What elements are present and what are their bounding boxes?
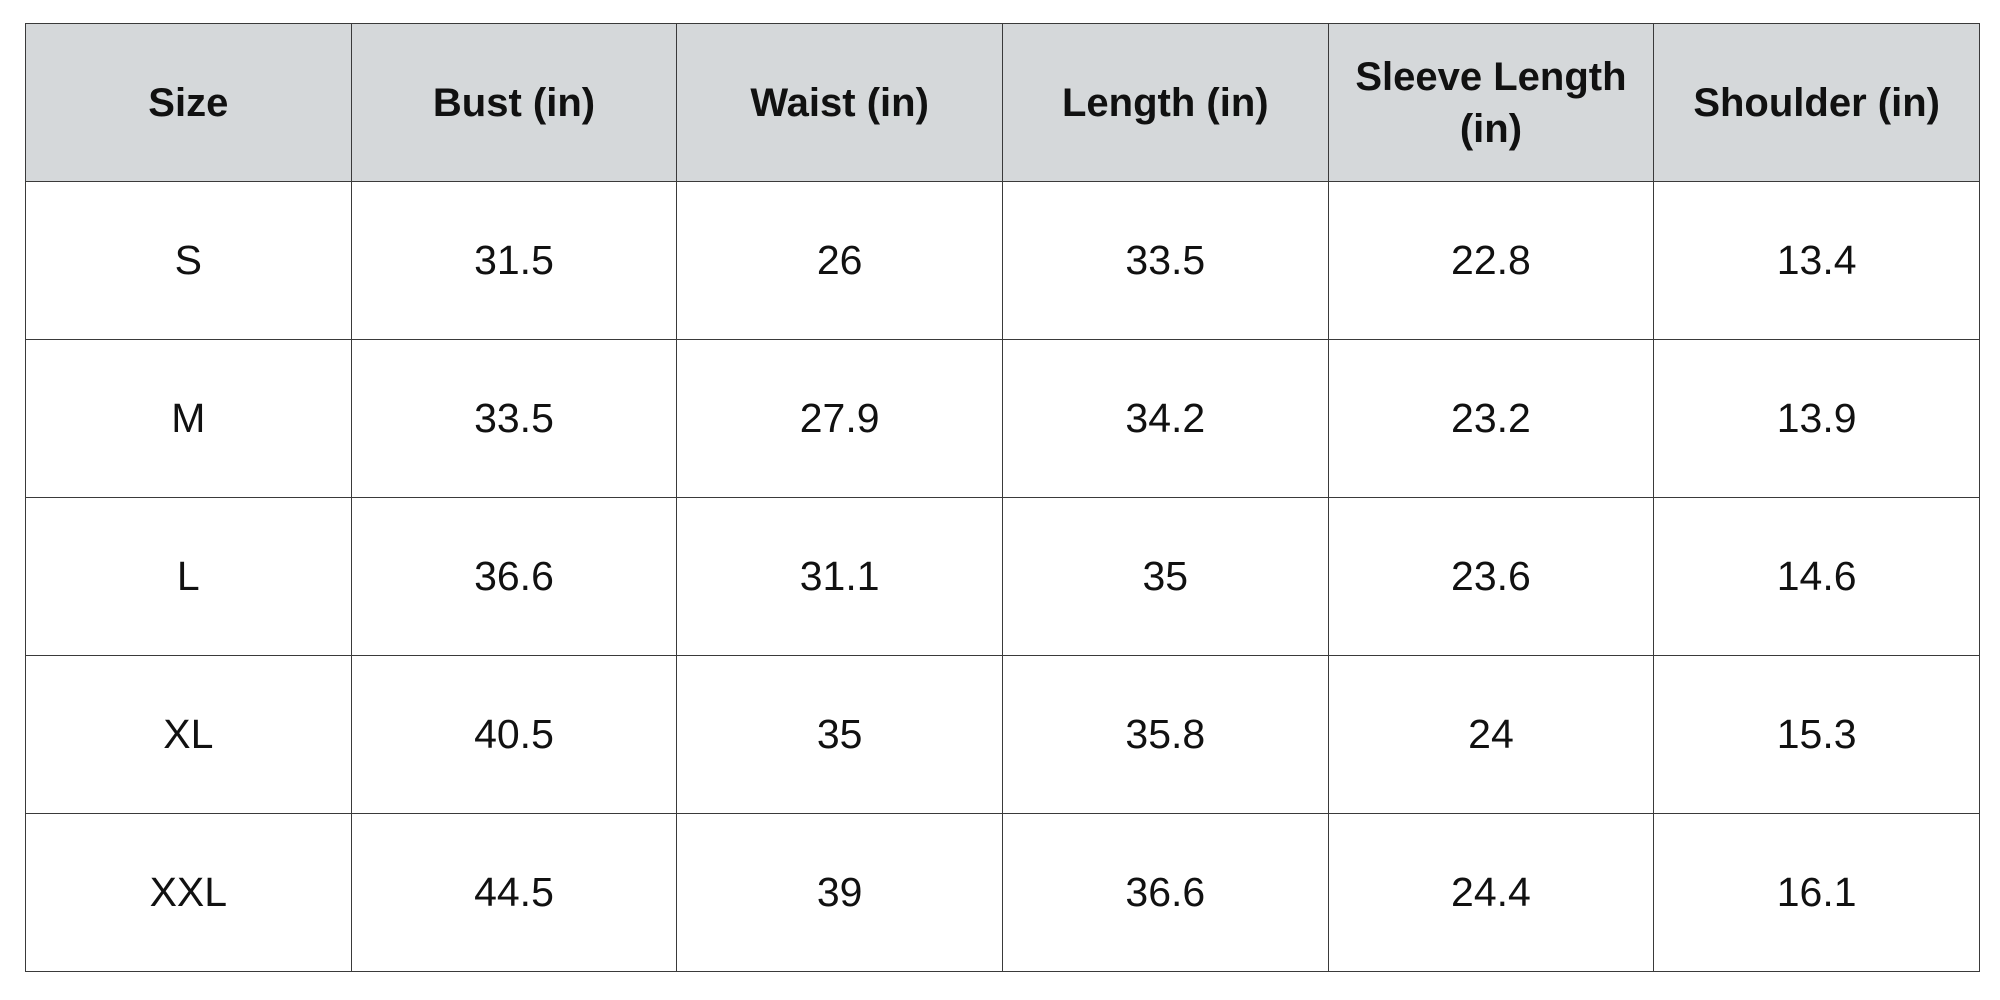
table-row: S 31.5 26 33.5 22.8 13.4 (25, 181, 1980, 340)
size-cell: L (25, 497, 352, 656)
measure-cell: 31.1 (676, 497, 1003, 656)
measure-cell: 36.6 (1001, 813, 1329, 972)
column-header: Bust (in) (350, 23, 678, 182)
measure-cell: 24.4 (1327, 813, 1655, 972)
measure-cell: 39 (676, 813, 1003, 972)
measure-cell: 36.6 (350, 497, 678, 656)
measure-cell: 14.6 (1653, 497, 1980, 656)
size-cell: XL (25, 655, 352, 814)
size-cell: S (25, 181, 352, 340)
measure-cell: 35 (1001, 497, 1329, 656)
column-header: Waist (in) (676, 23, 1003, 182)
size-cell: M (25, 339, 352, 498)
measure-cell: 22.8 (1327, 181, 1655, 340)
measure-cell: 33.5 (350, 339, 678, 498)
measure-cell: 35.8 (1001, 655, 1329, 814)
size-table: Size Bust (in) Waist (in) Length (in) Sleeve… (25, 23, 1980, 972)
table-row: XL 40.5 35 35.8 24 15.3 (25, 655, 1980, 814)
table-row: M 33.5 27.9 34.2 23.2 13.9 (25, 339, 1980, 498)
measure-cell: 31.5 (350, 181, 678, 340)
measure-cell: 13.9 (1653, 339, 1980, 498)
table-body: S 31.5 26 33.5 22.8 13.4 M 33.5 27.9 34.2 23.2 13.9… (25, 181, 1980, 972)
measure-cell: 27.9 (676, 339, 1003, 498)
table-head: Size Bust (in) Waist (in) Length (in) Sleeve… (25, 23, 1980, 182)
measure-cell: 13.4 (1653, 181, 1980, 340)
column-header: Sleeve Length (in) (1327, 23, 1655, 182)
table-row: L 36.6 31.1 35 23.6 14.6 (25, 497, 1980, 656)
measure-cell: 34.2 (1001, 339, 1329, 498)
measure-cell: 40.5 (350, 655, 678, 814)
column-header: Length (in) (1001, 23, 1329, 182)
measure-cell: 33.5 (1001, 181, 1329, 340)
measure-cell: 15.3 (1653, 655, 1980, 814)
measure-cell: 44.5 (350, 813, 678, 972)
measure-cell: 16.1 (1653, 813, 1980, 972)
measure-cell: 23.2 (1327, 339, 1655, 498)
column-header: Size (25, 23, 352, 182)
measure-cell: 24 (1327, 655, 1655, 814)
header-row: Size Bust (in) Waist (in) Length (in) Sleeve… (25, 23, 1980, 182)
column-header: Shoulder (in) (1653, 23, 1980, 182)
size-cell: XXL (25, 813, 352, 972)
table-row: XXL 44.5 39 36.6 24.4 16.1 (25, 813, 1980, 972)
measure-cell: 23.6 (1327, 497, 1655, 656)
measure-cell: 35 (676, 655, 1003, 814)
measure-cell: 26 (676, 181, 1003, 340)
